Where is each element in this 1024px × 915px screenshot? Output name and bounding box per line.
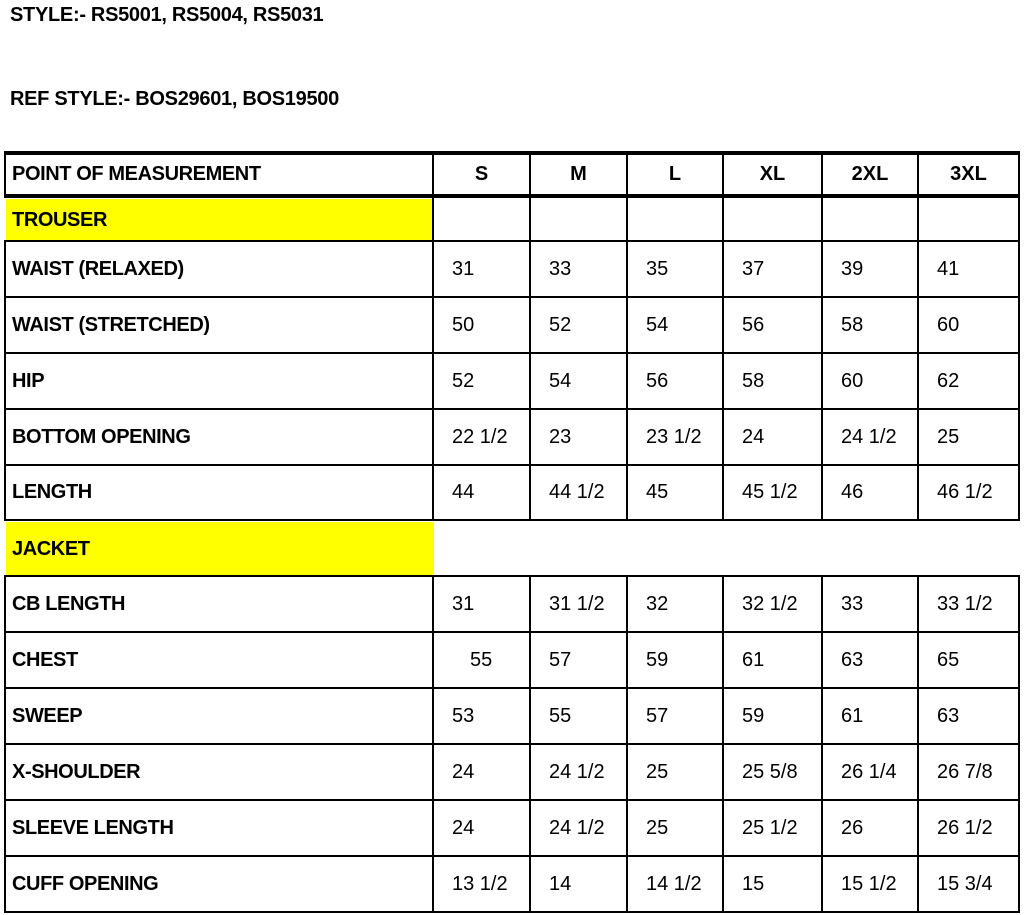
row-label: X-SHOULDER: [4, 743, 434, 801]
value-cell: 23: [529, 408, 628, 466]
value-cell: 24 1/2: [821, 408, 919, 466]
row-label: CUFF OPENING: [4, 855, 434, 913]
value-cell: 25: [626, 799, 724, 857]
value-cell: 14 1/2: [626, 855, 724, 913]
row-label: HIP: [4, 352, 434, 410]
value-cell: 24 1/2: [529, 799, 628, 857]
row-label: BOTTOM OPENING: [4, 408, 434, 466]
value-cell: 26 1/4: [821, 743, 919, 801]
value-cell: 13 1/2: [432, 855, 531, 913]
style-line: STYLE:- RS5001, RS5004, RS5031: [10, 4, 324, 26]
value-cell: 59: [722, 687, 823, 745]
value-cell: 31: [432, 240, 531, 298]
value-cell: 44: [432, 464, 531, 521]
value-cell: 46 1/2: [917, 464, 1020, 521]
row-label: SLEEVE LENGTH: [4, 799, 434, 857]
value-cell: 15: [722, 855, 823, 913]
value-cell: 14: [529, 855, 628, 913]
value-cell: 37: [722, 240, 823, 298]
empty-cell: [722, 196, 823, 242]
row-label: SWEEP: [4, 687, 434, 745]
value-cell: 54: [626, 296, 724, 354]
value-cell: 23 1/2: [626, 408, 724, 466]
value-cell: 35: [626, 240, 724, 298]
value-cell: 56: [626, 352, 724, 410]
value-cell: 54: [529, 352, 628, 410]
value-cell: 53: [432, 687, 531, 745]
empty-cell: [432, 196, 531, 242]
value-cell: 32 1/2: [722, 575, 823, 633]
value-cell: 52: [432, 352, 531, 410]
size-header-xl: XL: [722, 151, 823, 198]
value-cell: 25 1/2: [722, 799, 823, 857]
empty-cell: [917, 196, 1020, 242]
size-header-s: S: [432, 151, 531, 198]
value-cell: 58: [722, 352, 823, 410]
value-cell: 31 1/2: [529, 575, 628, 633]
value-cell: 50: [432, 296, 531, 354]
value-cell: 46: [821, 464, 919, 521]
value-cell: 25: [626, 743, 724, 801]
value-cell: 45 1/2: [722, 464, 823, 521]
value-cell: 24: [432, 799, 531, 857]
value-cell: 24: [722, 408, 823, 466]
value-cell: 24: [432, 743, 531, 801]
value-cell: 39: [821, 240, 919, 298]
value-cell: 33 1/2: [917, 575, 1020, 633]
value-cell: 58: [821, 296, 919, 354]
row-label: CB LENGTH: [4, 575, 434, 633]
value-cell: 63: [917, 687, 1020, 745]
value-cell: 52: [529, 296, 628, 354]
value-cell: 63: [821, 631, 919, 689]
header-label: POINT OF MEASUREMENT: [4, 151, 434, 198]
value-cell: 45: [626, 464, 724, 521]
value-cell: 33: [529, 240, 628, 298]
row-label: LENGTH: [4, 464, 434, 521]
value-cell: 24 1/2: [529, 743, 628, 801]
value-cell: 22 1/2: [432, 408, 531, 466]
value-cell: 26: [821, 799, 919, 857]
value-cell: 65: [917, 631, 1020, 689]
value-cell: 57: [529, 631, 628, 689]
value-cell: 25 5/8: [722, 743, 823, 801]
value-cell: 31: [432, 575, 531, 633]
value-cell: 59: [626, 631, 724, 689]
value-cell: 60: [821, 352, 919, 410]
ref-style-line: REF STYLE:- BOS29601, BOS19500: [10, 88, 339, 110]
value-cell: 55: [529, 687, 628, 745]
row-label: WAIST (RELAXED): [4, 240, 434, 298]
value-cell: 62: [917, 352, 1020, 410]
section-title-jacket: JACKET: [6, 522, 434, 576]
value-cell: 60: [917, 296, 1020, 354]
size-header-2xl: 2XL: [821, 151, 919, 198]
empty-cell: [529, 196, 628, 242]
row-label: WAIST (STRETCHED): [4, 296, 434, 354]
value-cell: 32: [626, 575, 724, 633]
empty-cell: [821, 196, 919, 242]
value-cell: 61: [722, 631, 823, 689]
section-title-trouser: TROUSER: [6, 199, 434, 241]
size-header-l: L: [626, 151, 724, 198]
value-cell: 33: [821, 575, 919, 633]
value-cell: 56: [722, 296, 823, 354]
value-cell: 41: [917, 240, 1020, 298]
value-cell: 25: [917, 408, 1020, 466]
value-cell: 61: [821, 687, 919, 745]
value-cell: 57: [626, 687, 724, 745]
value-cell: 26 1/2: [917, 799, 1020, 857]
empty-cell: [626, 196, 724, 242]
row-label: CHEST: [4, 631, 434, 689]
size-header-m: M: [529, 151, 628, 198]
value-cell: 15 3/4: [917, 855, 1020, 913]
value-cell: 44 1/2: [529, 464, 628, 521]
value-cell: 26 7/8: [917, 743, 1020, 801]
size-header-3xl: 3XL: [917, 151, 1020, 198]
value-cell: 55: [432, 631, 531, 689]
value-cell: 15 1/2: [821, 855, 919, 913]
